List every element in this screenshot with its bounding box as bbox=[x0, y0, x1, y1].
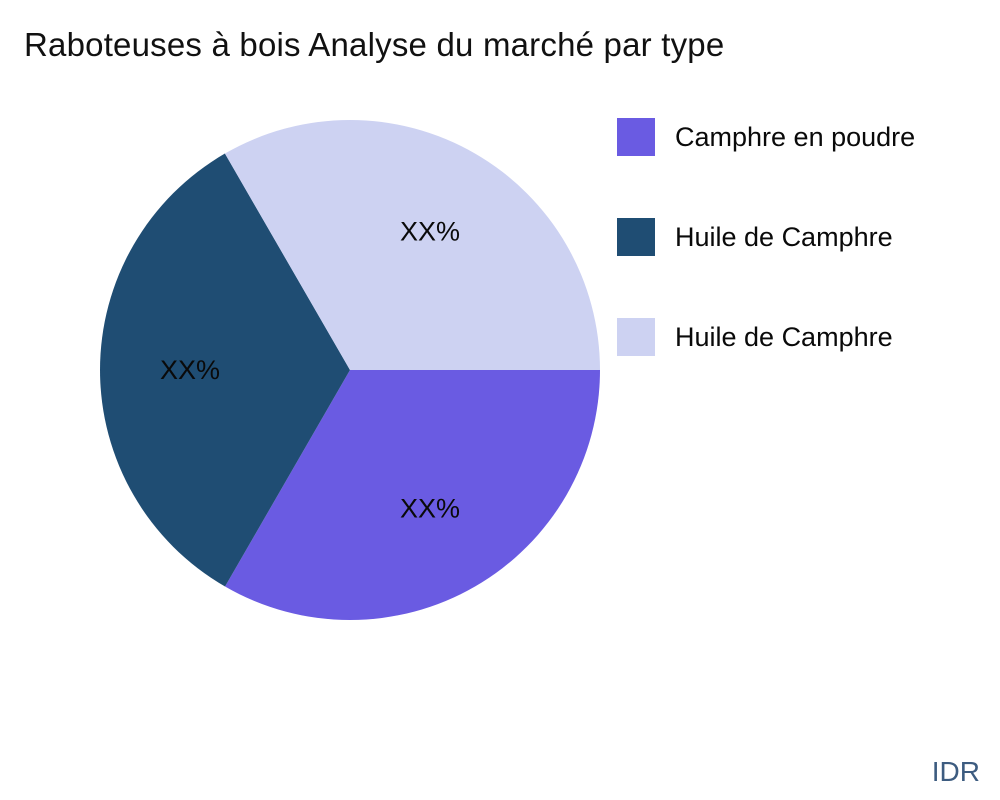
legend-item-0: Camphre en poudre bbox=[617, 118, 915, 156]
pie-slice-0 bbox=[225, 370, 600, 620]
legend-label-1: Huile de Camphre bbox=[675, 221, 893, 252]
chart-title: Raboteuses à bois Analyse du marché par … bbox=[24, 26, 725, 63]
pie-chart: XX% XX% XX% bbox=[100, 120, 600, 620]
legend-swatch-2 bbox=[617, 318, 655, 356]
watermark-idr: IDR bbox=[931, 756, 980, 787]
legend-swatch-1 bbox=[617, 218, 655, 256]
pie-slice-2 bbox=[224, 120, 600, 370]
slice-label-1: XX% bbox=[160, 355, 220, 385]
legend-item-2: Huile de Camphre bbox=[617, 318, 915, 356]
legend-label-2: Huile de Camphre bbox=[675, 321, 893, 352]
legend-item-1: Huile de Camphre bbox=[617, 218, 915, 256]
pie-slice-1 bbox=[100, 153, 350, 587]
legend-label-0: Camphre en poudre bbox=[675, 121, 916, 152]
chart-legend: Camphre en poudre Huile de Camphre Huile d… bbox=[617, 118, 915, 418]
legend-swatch-0 bbox=[617, 118, 655, 156]
slice-label-0: XX% bbox=[400, 494, 460, 524]
slice-label-2: XX% bbox=[400, 216, 460, 246]
